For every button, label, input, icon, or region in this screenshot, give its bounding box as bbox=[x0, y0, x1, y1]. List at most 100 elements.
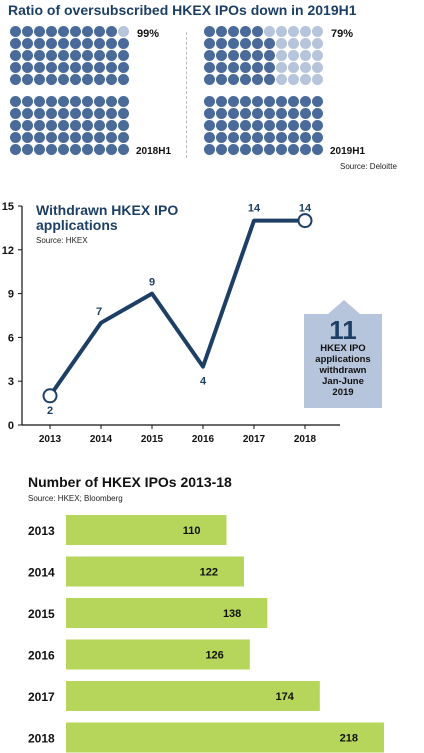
waffle-dot bbox=[22, 38, 33, 49]
waffle-dot bbox=[240, 50, 251, 61]
waffle-dot bbox=[22, 132, 33, 143]
waffle-dot bbox=[300, 144, 311, 155]
waffle-dot bbox=[312, 96, 323, 107]
waffle-dot bbox=[10, 132, 21, 143]
waffle-dot bbox=[10, 62, 21, 73]
waffle-dot bbox=[312, 144, 323, 155]
waffle-dot bbox=[252, 108, 263, 119]
waffle-dot bbox=[82, 120, 93, 131]
waffle-dot bbox=[58, 38, 69, 49]
waffle-dot bbox=[228, 74, 239, 85]
waffle-percent-label: 79% bbox=[331, 28, 354, 40]
waffle-dot bbox=[312, 120, 323, 131]
callout-pointer bbox=[328, 300, 360, 314]
waffle-dot bbox=[240, 62, 251, 73]
x-tick-label: 2017 bbox=[243, 434, 266, 445]
waffle-dot bbox=[204, 144, 215, 155]
waffle-dot bbox=[240, 38, 251, 49]
waffle-dot bbox=[46, 38, 57, 49]
waffle-dot bbox=[216, 38, 227, 49]
waffle-dot bbox=[228, 132, 239, 143]
bar bbox=[66, 722, 384, 753]
waffle-dot bbox=[228, 120, 239, 131]
waffle-panel-2019h1: 79% 2019H1 bbox=[204, 26, 365, 158]
waffle-dot bbox=[58, 62, 69, 73]
bar-category-label: 2016 bbox=[28, 649, 55, 663]
waffle-dot bbox=[228, 96, 239, 107]
y-tick-label: 3 bbox=[8, 376, 14, 388]
waffle-dot bbox=[34, 108, 45, 119]
waffle-dot bbox=[204, 38, 215, 49]
waffle-dot bbox=[264, 38, 275, 49]
waffle-dot bbox=[94, 132, 105, 143]
waffle-dot bbox=[204, 108, 215, 119]
data-label: 9 bbox=[149, 277, 155, 289]
waffle-dot bbox=[300, 26, 311, 37]
waffle-dot bbox=[276, 120, 287, 131]
waffle-dot bbox=[106, 50, 117, 61]
waffle-dot bbox=[82, 108, 93, 119]
waffle-dot bbox=[70, 26, 81, 37]
x-tick-label: 2014 bbox=[90, 434, 113, 445]
withdrawn-title-line1: Withdrawn HKEX IPO bbox=[36, 202, 179, 218]
waffle-dot bbox=[312, 26, 323, 37]
waffle-dot bbox=[216, 74, 227, 85]
waffle-dot bbox=[264, 26, 275, 37]
waffle-dot bbox=[10, 26, 21, 37]
waffle-dot bbox=[252, 26, 263, 37]
withdrawn-title-line2: applications bbox=[36, 217, 118, 233]
waffle-dot bbox=[204, 120, 215, 131]
waffle-dot bbox=[46, 120, 57, 131]
waffle-dot bbox=[34, 38, 45, 49]
bar-value-label: 126 bbox=[205, 650, 223, 662]
waffle-dot bbox=[58, 132, 69, 143]
line-point bbox=[42, 388, 58, 404]
waffle-dot bbox=[300, 62, 311, 73]
waffle-dot bbox=[58, 26, 69, 37]
waffle-dot bbox=[276, 108, 287, 119]
waffle-dot bbox=[252, 96, 263, 107]
waffle-dot bbox=[252, 62, 263, 73]
waffle-dot bbox=[46, 144, 57, 155]
data-label: 7 bbox=[96, 306, 102, 318]
waffle-dot bbox=[312, 108, 323, 119]
series-line bbox=[48, 218, 305, 397]
waffle-dot bbox=[288, 96, 299, 107]
waffle-dot bbox=[312, 50, 323, 61]
waffle-dot bbox=[276, 38, 287, 49]
waffle-dot bbox=[252, 132, 263, 143]
waffle-dot bbox=[94, 26, 105, 37]
waffle-dot bbox=[252, 50, 263, 61]
waffle-dot bbox=[118, 144, 129, 155]
waffle-dot bbox=[118, 38, 129, 49]
bar-value-label: 138 bbox=[223, 608, 241, 620]
waffle-dot bbox=[82, 38, 93, 49]
waffle-dot bbox=[240, 26, 251, 37]
waffle-period-label: 2018H1 bbox=[136, 146, 172, 157]
bar-category-label: 2018 bbox=[28, 732, 55, 746]
waffle-dot bbox=[94, 62, 105, 73]
y-tick-label: 0 bbox=[8, 420, 14, 432]
waffle-dot bbox=[300, 74, 311, 85]
waffle-dot bbox=[46, 26, 57, 37]
waffle-dot bbox=[240, 96, 251, 107]
waffle-dot bbox=[118, 62, 129, 73]
waffle-dot bbox=[216, 132, 227, 143]
waffle-dot bbox=[276, 50, 287, 61]
waffle-dot bbox=[82, 96, 93, 107]
waffle-dot bbox=[252, 144, 263, 155]
waffle-dot bbox=[252, 74, 263, 85]
bar-value-label: 110 bbox=[183, 525, 201, 537]
waffle-dot bbox=[58, 96, 69, 107]
waffle-dot bbox=[82, 132, 93, 143]
waffle-dot bbox=[82, 62, 93, 73]
waffle-dot bbox=[204, 50, 215, 61]
waffle-dot bbox=[34, 132, 45, 143]
waffle-dot bbox=[94, 74, 105, 85]
waffle-dot bbox=[94, 38, 105, 49]
ipos-source: Source: HKEX; Bloomberg bbox=[28, 494, 123, 503]
waffle-dot bbox=[300, 108, 311, 119]
bar bbox=[66, 556, 244, 587]
waffle-dot bbox=[34, 96, 45, 107]
x-tick-label: 2018 bbox=[294, 434, 317, 445]
